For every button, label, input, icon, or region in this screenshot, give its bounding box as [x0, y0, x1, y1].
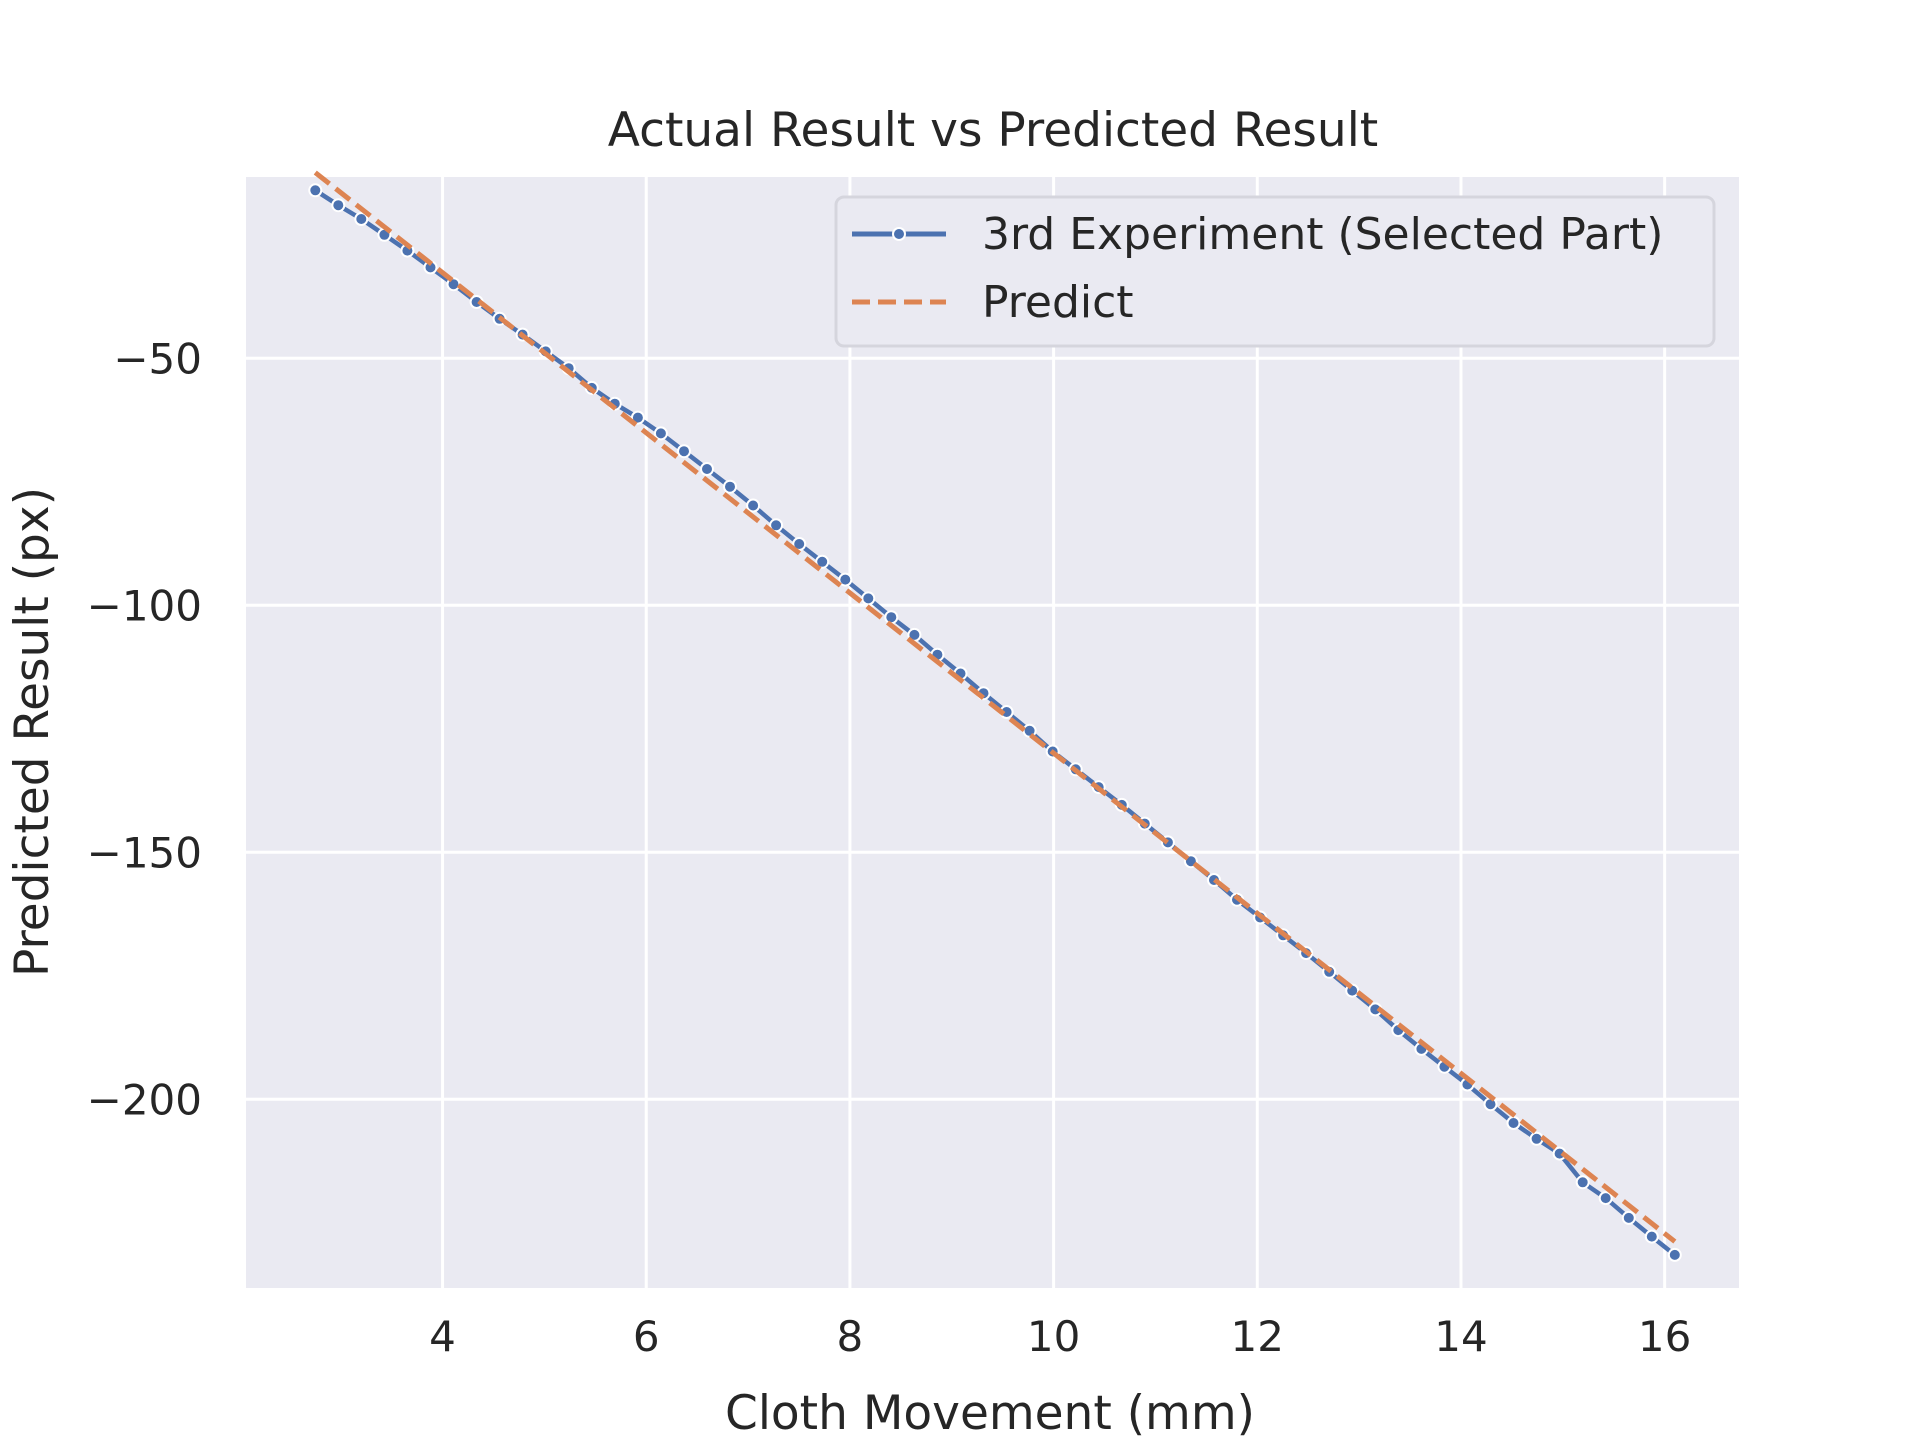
experiment-data-point — [331, 198, 346, 213]
experiment-data-point — [1506, 1116, 1521, 1130]
experiment-data-point — [700, 462, 714, 476]
experiment-data-point — [1644, 1229, 1659, 1244]
y-tick-label: −100 — [87, 581, 202, 630]
experiment-data-point — [677, 444, 691, 459]
grid-layer — [246, 177, 1739, 1288]
y-tick-label: −150 — [87, 828, 202, 877]
experiment-data-point — [838, 572, 853, 587]
experiment-data-point — [723, 479, 737, 494]
x-tick-label: 16 — [1638, 1312, 1691, 1361]
legend-marker-dot — [892, 227, 906, 241]
experiment-data-point — [769, 518, 784, 533]
experiment-data-point — [1598, 1191, 1613, 1206]
x-tick-label: 4 — [429, 1312, 456, 1361]
experiment-data-point — [1575, 1175, 1590, 1190]
experiment-data-point — [1621, 1210, 1636, 1225]
legend: 3rd Experiment (Selected Part) Predict — [834, 195, 1716, 348]
y-tick-label: −200 — [87, 1075, 202, 1124]
experiment-data-point — [1667, 1247, 1682, 1262]
experiment-data-point — [815, 554, 830, 569]
experiment-data-point — [884, 610, 899, 625]
experiment-data-point — [630, 410, 645, 425]
x-tick-label: 14 — [1434, 1312, 1487, 1361]
predict-series-line — [313, 170, 1677, 1244]
x-tick-label: 12 — [1231, 1312, 1284, 1361]
x-axis-label: Cloth Movement (mm) — [725, 1386, 1255, 1440]
experiment-data-point — [354, 212, 369, 226]
x-tick-label: 6 — [633, 1312, 660, 1361]
legend-box — [834, 195, 1716, 348]
experiment-data-point — [653, 426, 668, 441]
series-layer — [308, 170, 1682, 1262]
legend-label-predict: Predict — [982, 277, 1134, 328]
y-axis-label: Predicted Result (px) — [5, 487, 60, 977]
experiment-data-point — [308, 183, 323, 198]
experiment-data-point — [861, 591, 876, 606]
legend-label-experiment: 3rd Experiment (Selected Part) — [982, 209, 1663, 260]
x-tick-label: 10 — [1027, 1312, 1080, 1361]
tick-labels: 4 6 8 10 12 14 16 −50 −100 −150 −200 — [87, 334, 1692, 1361]
experiment-data-point — [1483, 1097, 1498, 1112]
x-tick-label: 8 — [837, 1312, 864, 1361]
y-tick-label: −50 — [113, 334, 202, 383]
chart-title: Actual Result vs Predicted Result — [608, 103, 1378, 158]
experiment-data-point — [746, 498, 761, 513]
